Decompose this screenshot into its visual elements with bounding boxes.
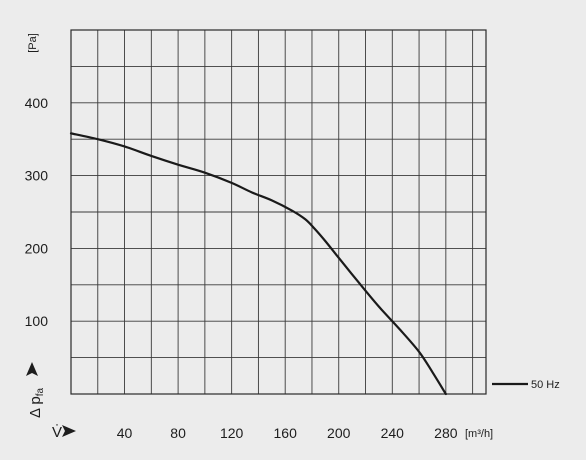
x-tick-label: 80 bbox=[170, 425, 186, 441]
x-tick-label: 240 bbox=[381, 425, 405, 441]
chart-grid bbox=[71, 30, 486, 394]
y-unit-label: [Pa] bbox=[27, 33, 39, 53]
plot-frame bbox=[70, 29, 487, 395]
y-tick-labels: 100 200 300 400 bbox=[25, 95, 49, 329]
x-tick-label: 200 bbox=[327, 425, 351, 441]
y-axis-arrow-icon bbox=[26, 362, 38, 376]
x-tick-label: 160 bbox=[274, 425, 298, 441]
x-unit-label: [m³/h] bbox=[465, 428, 493, 440]
legend-label-50hz: 50 Hz bbox=[531, 379, 560, 391]
y-tick-label: 300 bbox=[25, 168, 49, 184]
x-tick-label: 280 bbox=[434, 425, 458, 441]
x-tick-labels: 40 80 120 160 200 240 280 bbox=[117, 425, 458, 441]
y-tick-label: 100 bbox=[25, 313, 49, 329]
y-axis-symbol-subscript: fa bbox=[35, 388, 46, 397]
svg-text:Δ pfa: Δ pfa bbox=[27, 388, 46, 418]
x-tick-label: 40 bbox=[117, 425, 133, 441]
y-axis-symbol-text: Δ p bbox=[27, 396, 44, 418]
y-tick-label: 400 bbox=[25, 95, 49, 111]
x-tick-label: 120 bbox=[220, 425, 244, 441]
y-tick-label: 200 bbox=[25, 240, 49, 256]
y-axis-symbol: Δ pfa bbox=[26, 362, 46, 418]
series-line-50hz bbox=[69, 132, 447, 396]
x-axis-arrow-icon bbox=[62, 425, 76, 437]
x-axis-symbol: V̇ bbox=[52, 424, 62, 441]
